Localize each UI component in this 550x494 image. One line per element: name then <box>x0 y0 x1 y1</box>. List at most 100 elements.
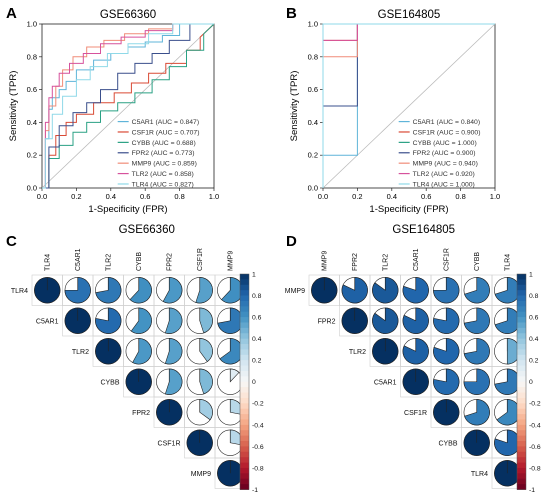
row-label-mmp9: MMP9 <box>285 288 305 295</box>
colorbar-segment <box>517 441 526 447</box>
column-label-mmp9: MMP9 <box>227 251 234 271</box>
x-tick-label: 0.8 <box>174 192 184 201</box>
colorbar-segment <box>517 430 526 437</box>
colorbar-segment <box>517 317 526 323</box>
colorbar-segment <box>517 295 526 302</box>
colorbar-segment <box>240 462 249 469</box>
colorbar-segment <box>517 349 526 356</box>
colorbar-segment <box>240 306 249 313</box>
colorbar-tick-label: 0.2 <box>252 358 262 365</box>
y-tick-label: 0.4 <box>308 118 318 127</box>
legend-entry: CYBB (AUC = 0.688) <box>132 140 196 147</box>
row-label-c5ar1: C5AR1 <box>36 318 59 325</box>
colorbar-segment <box>240 295 249 302</box>
pie-slice <box>129 277 152 304</box>
row-label-csf1r: CSF1R <box>158 440 181 447</box>
colorbar-segment <box>517 381 526 388</box>
roc-chart-gse164805: GSE164805 0.00.0 0.2 0.2 0.4 0.4 0.6 0.6 0.8 0.8 1… <box>289 9 500 215</box>
x-tick-label: 0.0 <box>37 192 47 201</box>
y-tick-label: 0.6 <box>27 85 37 94</box>
colorbar-segment <box>240 397 249 404</box>
colorbar-segment <box>517 408 526 415</box>
panel-label-d: D <box>286 233 297 250</box>
colorbar-tick-label: 0.8 <box>529 293 539 300</box>
colorbar-segment <box>517 397 526 404</box>
legend-entry: TLR4 (AUC = 1.000) <box>413 181 475 188</box>
column-label-csf1r: CSF1R <box>443 248 450 271</box>
roc-line-fpr2 <box>42 23 214 189</box>
colorbar-tick-label: 1 <box>252 271 256 278</box>
x-tick-label: 1.0 <box>490 192 500 201</box>
y-tick-label: 0.8 <box>308 52 318 61</box>
colorbar-segment <box>240 370 249 377</box>
colorbar-segment <box>517 344 526 350</box>
plot-frame <box>41 23 215 189</box>
colorbar-segment <box>240 457 249 463</box>
colorbar-segment <box>517 473 526 480</box>
row-label-cybb: CYBB <box>438 440 457 447</box>
column-label-c5ar1: C5AR1 <box>75 248 82 271</box>
legend-entry: CSF1R (AUC = 0.707) <box>132 129 200 136</box>
colorbar-segment <box>240 478 249 485</box>
colorbar-segment <box>517 484 526 490</box>
colorbar-segment <box>517 467 526 474</box>
colorbar-tick-label: -1 <box>529 487 535 494</box>
colorbar-segment <box>240 322 249 329</box>
colorbar-segment <box>240 473 249 480</box>
column-label-fpr2: FPR2 <box>352 253 359 271</box>
colorbar-segment <box>240 376 249 383</box>
colorbar-segment <box>240 467 249 474</box>
y-tick-label: 0.2 <box>308 151 318 160</box>
legend-entry: CSF1R (AUC = 0.900) <box>413 129 481 136</box>
colorbar-segment <box>240 327 249 334</box>
roc-line-tlr4 <box>322 23 495 188</box>
colorbar-segment <box>240 360 249 366</box>
row-label-fpr2: FPR2 <box>132 410 150 417</box>
colorbar-tick-label: -0.8 <box>529 465 541 472</box>
colorbar-segment <box>517 311 526 318</box>
colorbar-tick-label: 0.8 <box>252 293 262 300</box>
y-tick-label: 1.0 <box>308 20 318 29</box>
colorbar-segment <box>240 338 249 345</box>
column-label-c5ar1: C5AR1 <box>413 248 420 271</box>
pie-slice <box>199 399 213 421</box>
panel-label-a: A <box>6 5 17 22</box>
colorbar-segment <box>517 306 526 313</box>
colorbar-segment <box>240 290 249 296</box>
pie-slice <box>464 399 490 426</box>
colorbar-segment <box>517 370 526 377</box>
colorbar-segment <box>240 403 249 410</box>
corr-chart-gse164805: GSE164805 MMP9 FPR2 TLR2 C5AR1 CSF1R CYBB TLR4 M… <box>285 224 541 494</box>
row-label-cybb: CYBB <box>100 379 119 386</box>
colorbar-segment <box>240 284 249 291</box>
colorbar-segment <box>240 333 249 340</box>
colorbar-frame <box>516 273 527 490</box>
colorbar-segment <box>517 424 526 431</box>
legend-entry: TLR2 (AUC = 0.858) <box>132 171 194 178</box>
y-tick-label: 0.4 <box>27 118 37 127</box>
roc-line-cybb <box>42 23 215 189</box>
colorbar-segment <box>517 279 526 286</box>
colorbar-segment <box>240 365 249 372</box>
colorbar-segment <box>517 365 526 372</box>
y-axis-label: Sensitivity (TPR) <box>289 71 300 142</box>
column-label-tlr4: TLR4 <box>504 254 511 271</box>
colorbar-segment <box>517 376 526 383</box>
colorbar-segment <box>240 435 249 442</box>
colorbar-segment <box>240 300 249 307</box>
colorbar-segment <box>240 408 249 415</box>
colorbar-segment <box>240 414 249 420</box>
diagonal-reference-line <box>322 23 496 189</box>
colorbar-segment <box>517 284 526 291</box>
colorbar-segment <box>517 478 526 485</box>
colorbar-segment <box>240 279 249 286</box>
colorbar-tick-label: 0 <box>529 379 533 386</box>
row-label-tlr2: TLR2 <box>72 349 89 356</box>
pie-slice <box>199 307 213 334</box>
colorbar-tick-label: 0.2 <box>529 358 539 365</box>
colorbar-tick-label: 0 <box>252 379 256 386</box>
colorbar-segment <box>517 457 526 463</box>
colorbar-segment <box>240 387 249 393</box>
legend-entry: TLR2 (AUC = 0.920) <box>413 171 475 178</box>
